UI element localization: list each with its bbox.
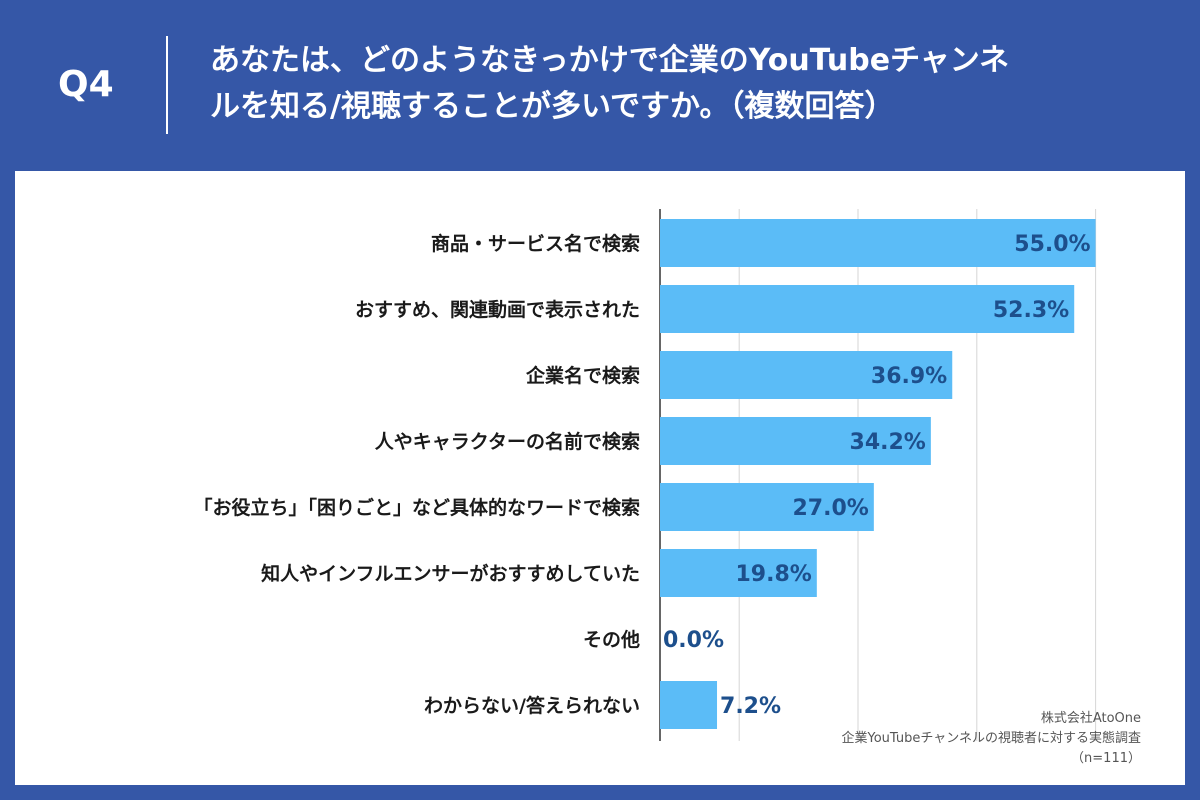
value-label: 19.8% xyxy=(735,562,811,587)
bar xyxy=(660,483,874,531)
source-sample-size: （n=111） xyxy=(1071,751,1141,766)
header: Q4 あなたは、どのようなきっかけで企業のYouTubeチャンネ ルを知る/視聴… xyxy=(0,0,1200,170)
source-note: 株式会社AtoOne 企業YouTubeチャンネルの視聴者に対する実態調査 （n… xyxy=(842,709,1141,769)
chart-panel: 商品・サービス名で検索 55.0% おすすめ、関連動画で表示された 52.3% 企業名で… xyxy=(15,171,1185,785)
bar xyxy=(660,285,1075,333)
value-label: 27.0% xyxy=(793,496,869,521)
value-label: 36.9% xyxy=(871,364,947,389)
value-label: 34.2% xyxy=(850,430,926,455)
category-label: 知人やインフルエンサーがおすすめしていた xyxy=(261,562,640,585)
category-label: 人やキャラクターの名前で検索 xyxy=(375,430,640,453)
source-survey-title: 企業YouTubeチャンネルの視聴者に対する実態調査 xyxy=(841,731,1141,746)
label-layer: 商品・サービス名で検索 55.0% おすすめ、関連動画で表示された 52.3% 企業名で… xyxy=(193,232,1090,719)
category-label: 企業名で検索 xyxy=(525,364,640,387)
bar-layer xyxy=(660,219,1096,729)
header-divider xyxy=(166,36,168,134)
question-title-line-2: ルを知る/視聴することが多いですか。（複数回答） xyxy=(210,89,895,124)
category-label: その他 xyxy=(583,628,640,651)
value-label: 52.3% xyxy=(993,298,1069,323)
value-label: 55.0% xyxy=(1014,232,1090,257)
question-title: あなたは、どのようなきっかけで企業のYouTubeチャンネ ルを知る/視聴するこ… xyxy=(210,38,1170,130)
category-label: 「お役立ち」「困りごと」など具体的なワードで検索 xyxy=(193,496,640,519)
category-label: 商品・サービス名で検索 xyxy=(431,232,640,255)
value-label: 7.2% xyxy=(720,694,781,719)
value-label: 0.0% xyxy=(663,628,724,653)
source-company: 株式会社AtoOne xyxy=(1040,711,1141,726)
category-label: おすすめ、関連動画で表示された xyxy=(355,298,640,321)
bar xyxy=(660,417,931,465)
bar xyxy=(660,681,718,729)
question-title-line-1: あなたは、どのようなきっかけで企業のYouTubeチャンネ xyxy=(210,43,1010,78)
bar xyxy=(660,219,1096,267)
question-number: Q4 xyxy=(58,64,114,105)
bar xyxy=(660,549,817,597)
category-label: わからない/答えられない xyxy=(424,694,640,717)
bar xyxy=(660,351,953,399)
bar-chart: 商品・サービス名で検索 55.0% おすすめ、関連動画で表示された 52.3% 企業名で… xyxy=(193,209,1097,741)
